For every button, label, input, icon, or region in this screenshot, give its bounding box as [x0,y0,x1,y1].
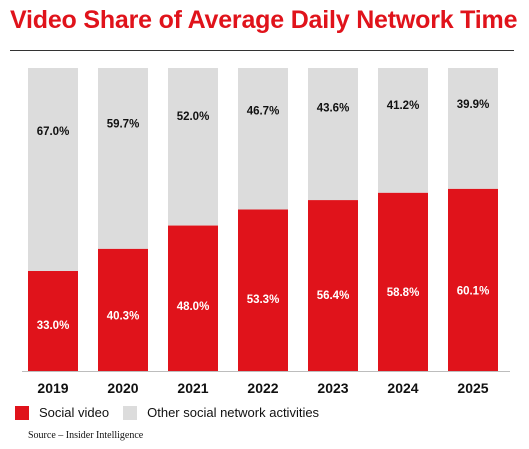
bar-other-2024 [378,68,428,193]
data-label-social-video-2024: 58.8% [387,287,420,299]
bar-social-video-2025 [448,188,498,371]
data-label-social-video-2025: 60.1% [457,286,490,298]
legend: Social video Other social network activi… [15,405,333,420]
chart-title: Video Share of Average Daily Network Tim… [10,6,518,34]
legend-swatch-other-activities [123,405,138,420]
x-tick-label-2019: 2019 [37,380,68,396]
x-tick-label-2021: 2021 [177,380,208,396]
bar-social-video-2024 [378,192,428,371]
bar-social-video-2021 [168,225,218,371]
bar-other-2021 [168,68,218,226]
data-label-other-2020: 59.7% [107,119,140,131]
bar-other-2023 [308,68,358,201]
data-label-social-video-2022: 53.3% [247,294,280,306]
legend-label-other-activities: Other social network activities [147,405,320,420]
legend-item-social-video: Social video [15,405,109,420]
data-label-social-video-2019: 33.0% [37,320,70,332]
data-label-other-2021: 52.0% [177,111,210,123]
bar-other-2022 [238,68,288,210]
data-label-other-2025: 39.9% [457,99,490,111]
data-label-social-video-2020: 40.3% [107,311,140,323]
title-divider [10,50,514,51]
bar-social-video-2020 [98,248,148,371]
x-tick-label-2023: 2023 [317,380,348,396]
data-label-other-2022: 46.7% [247,106,280,118]
bar-social-video-2019 [28,271,78,371]
source-note: Source – Insider Intelligence [28,430,144,441]
data-label-social-video-2023: 56.4% [317,290,350,302]
legend-label-social-video: Social video [39,405,110,420]
legend-item-other-activities: Other social network activities [123,405,319,420]
x-tick-label-2022: 2022 [247,380,278,396]
bar-social-video-2023 [308,200,358,371]
x-tick-label-2025: 2025 [457,380,488,396]
bar-social-video-2022 [238,209,288,371]
bar-other-2025 [448,68,498,189]
bar-other-2019 [28,68,78,272]
x-tick-label-2020: 2020 [107,380,138,396]
data-label-other-2019: 67.0% [37,126,70,138]
legend-swatch-social-video [15,405,29,420]
x-tick-label-2024: 2024 [387,380,418,396]
bar-other-2020 [98,68,148,249]
data-label-other-2024: 41.2% [387,100,420,112]
data-label-social-video-2021: 48.0% [177,301,210,313]
data-label-other-2023: 43.6% [317,103,350,115]
